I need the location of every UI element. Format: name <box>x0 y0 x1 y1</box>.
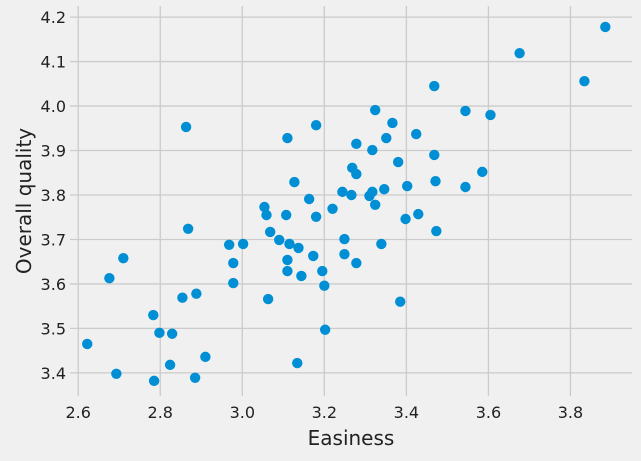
data-point <box>191 288 202 299</box>
data-point <box>182 223 194 234</box>
y-tick-label: 4.1 <box>41 53 66 72</box>
data-point <box>319 324 331 335</box>
data-point <box>339 233 350 245</box>
data-point <box>228 257 239 269</box>
data-point <box>274 234 285 246</box>
data-point <box>282 254 293 266</box>
data-point <box>164 359 176 371</box>
x-tick-label: 3.6 <box>476 403 501 422</box>
data-point <box>431 225 442 237</box>
data-point <box>200 351 211 363</box>
data-point <box>261 209 272 221</box>
data-point <box>317 265 328 277</box>
data-point <box>303 193 315 205</box>
data-point <box>292 357 303 369</box>
x-tick-label: 3.4 <box>394 403 419 422</box>
data-point <box>104 272 115 284</box>
data-point <box>376 238 387 250</box>
data-point <box>319 280 330 291</box>
data-point <box>351 138 362 150</box>
data-point <box>296 270 307 282</box>
data-point <box>327 203 338 214</box>
data-point <box>413 208 424 220</box>
data-point <box>310 211 322 222</box>
y-tick-label: 4.2 <box>41 8 66 27</box>
y-axis-ticks: 3.4 3.5 3.6 3.7 3.8 3.9 4.0 4.1 4.2 <box>41 8 66 383</box>
y-tick-label: 3.6 <box>41 275 66 294</box>
y-tick-label: 3.7 <box>41 230 66 249</box>
data-point <box>282 265 293 277</box>
data-point <box>177 292 188 303</box>
data-point <box>166 328 178 339</box>
data-point <box>82 338 93 350</box>
data-point <box>351 257 362 269</box>
data-point <box>308 250 319 262</box>
data-point <box>485 109 496 121</box>
data-point <box>148 309 159 321</box>
y-tick-label: 3.5 <box>41 319 66 338</box>
x-tick-label: 3.8 <box>558 403 583 422</box>
data-point <box>259 201 270 213</box>
data-point <box>411 128 422 140</box>
data-point <box>429 149 440 161</box>
x-tick-label: 2.6 <box>65 403 90 422</box>
data-points <box>82 21 611 387</box>
data-point <box>148 375 160 387</box>
x-tick-label: 3.2 <box>312 403 337 422</box>
y-axis-label: Overall quality <box>12 128 36 274</box>
data-point <box>180 121 192 133</box>
data-point <box>460 105 471 117</box>
data-point <box>477 166 488 178</box>
data-point <box>367 144 378 156</box>
data-point <box>310 119 322 131</box>
x-tick-label: 3.0 <box>230 403 255 422</box>
data-point <box>381 132 392 144</box>
data-point <box>387 117 398 129</box>
data-point <box>430 176 441 187</box>
data-point <box>367 186 378 198</box>
data-point <box>514 47 525 59</box>
data-point <box>370 199 381 210</box>
data-point <box>228 277 239 289</box>
data-point <box>402 180 413 192</box>
x-tick-label: 2.8 <box>148 403 173 422</box>
data-point <box>339 248 350 260</box>
data-point <box>395 296 406 307</box>
x-axis-ticks: 2.6 2.8 3.0 3.2 3.4 3.6 3.8 <box>65 403 583 422</box>
data-point <box>379 184 390 195</box>
data-point <box>264 226 276 238</box>
data-point <box>370 104 381 116</box>
x-axis-label: Easiness <box>308 426 395 450</box>
data-point <box>293 242 304 254</box>
data-point <box>223 239 235 251</box>
data-point <box>289 176 300 188</box>
data-point <box>284 238 295 250</box>
data-point <box>280 209 292 221</box>
data-point <box>579 75 590 87</box>
data-point <box>392 156 404 168</box>
data-point <box>429 80 440 92</box>
y-tick-label: 3.4 <box>41 364 66 383</box>
y-tick-label: 4.0 <box>41 97 66 116</box>
grid <box>70 6 632 396</box>
data-point <box>111 368 122 379</box>
data-point <box>118 252 129 264</box>
data-point <box>351 168 362 180</box>
data-point <box>282 132 293 144</box>
data-point <box>154 327 165 339</box>
data-point <box>189 372 201 383</box>
data-point <box>237 238 249 250</box>
y-tick-label: 3.8 <box>41 186 66 205</box>
data-point <box>337 186 348 198</box>
data-point <box>600 21 611 33</box>
data-point <box>346 189 357 201</box>
y-tick-label: 3.9 <box>41 142 66 161</box>
data-point <box>262 293 274 305</box>
data-point <box>460 181 471 193</box>
data-point <box>400 213 411 225</box>
